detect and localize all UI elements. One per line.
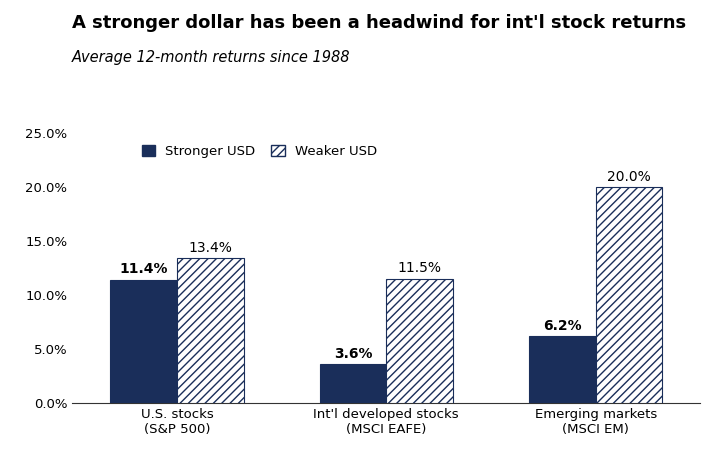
Legend: Stronger USD, Weaker USD: Stronger USD, Weaker USD [142,145,377,158]
Bar [596,187,662,403]
Text: Average 12-month returns since 1988: Average 12-month returns since 1988 [72,50,351,65]
Bar [529,336,596,403]
Bar [386,279,453,403]
Text: 11.5%: 11.5% [398,261,442,275]
Text: 20.0%: 20.0% [607,170,651,183]
Bar [110,280,177,403]
Text: A stronger dollar has been a headwind for int'l stock returns: A stronger dollar has been a headwind fo… [72,14,687,32]
Text: 3.6%: 3.6% [334,347,373,361]
Text: 11.4%: 11.4% [119,263,168,276]
Bar [320,364,386,403]
Text: 6.2%: 6.2% [543,319,582,333]
Text: 13.4%: 13.4% [188,241,232,255]
Bar [177,258,243,403]
